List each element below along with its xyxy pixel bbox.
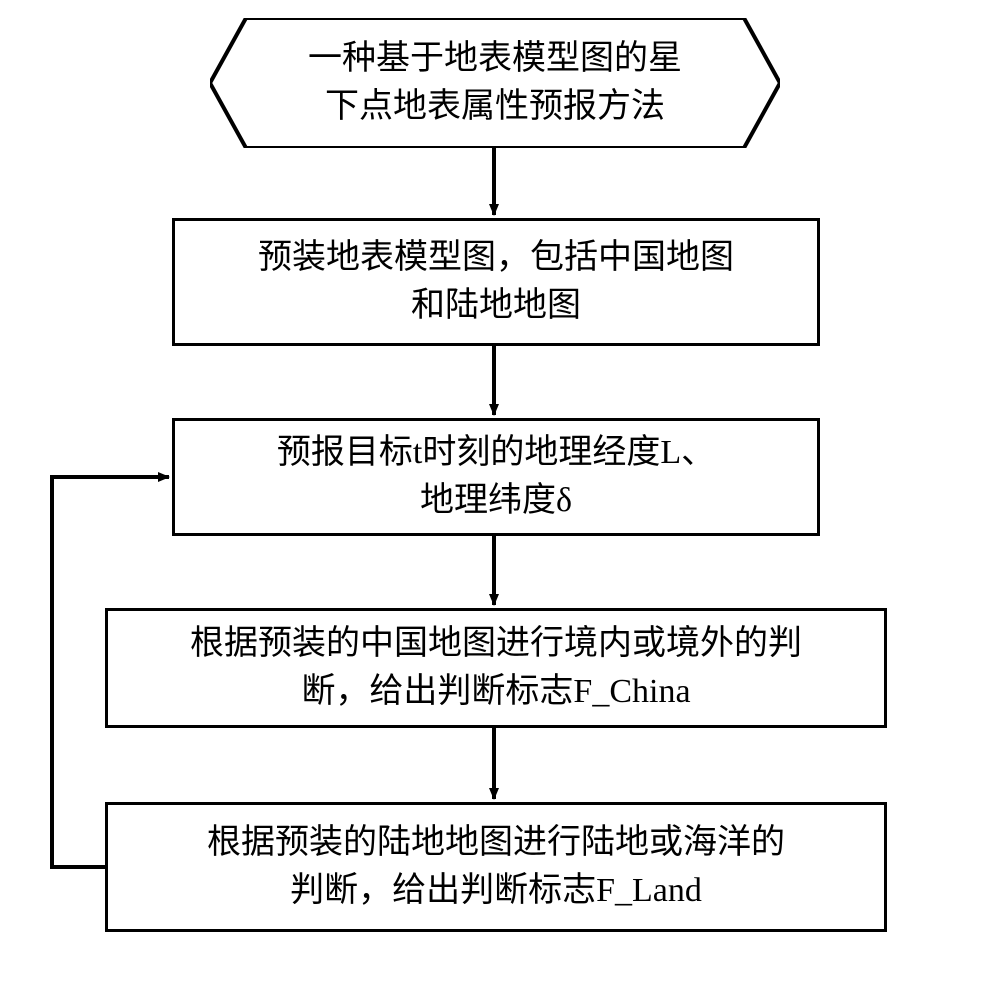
flowchart-container: 一种基于地表模型图的星 下点地表属性预报方法 预装地表模型图，包括中国地图 和陆… [0, 0, 1000, 986]
title-line-2: 下点地表属性预报方法 [308, 83, 682, 131]
step3-line-1: 根据预装的中国地图进行境内或境外的判 [190, 620, 802, 668]
flowchart-step-1: 预装地表模型图，包括中国地图 和陆地地图 [172, 218, 820, 346]
flowchart-title-node: 一种基于地表模型图的星 下点地表属性预报方法 [210, 18, 780, 148]
step1-line-1: 预装地表模型图，包括中国地图 [258, 234, 734, 282]
step4-line-1: 根据预装的陆地地图进行陆地或海洋的 [207, 819, 785, 867]
flowchart-step-2: 预报目标t时刻的地理经度L、 地理纬度δ [172, 418, 820, 536]
flowchart-step-4: 根据预装的陆地地图进行陆地或海洋的 判断，给出判断标志F_Land [105, 802, 887, 932]
step2-line-1: 预报目标t时刻的地理经度L、 [277, 429, 715, 477]
title-line-1: 一种基于地表模型图的星 [308, 35, 682, 83]
flowchart-step-3: 根据预装的中国地图进行境内或境外的判 断，给出判断标志F_China [105, 608, 887, 728]
step3-line-2: 断，给出判断标志F_China [190, 668, 802, 716]
step1-line-2: 和陆地地图 [258, 282, 734, 330]
step2-line-2: 地理纬度δ [277, 477, 715, 525]
step4-line-2: 判断，给出判断标志F_Land [207, 867, 785, 915]
